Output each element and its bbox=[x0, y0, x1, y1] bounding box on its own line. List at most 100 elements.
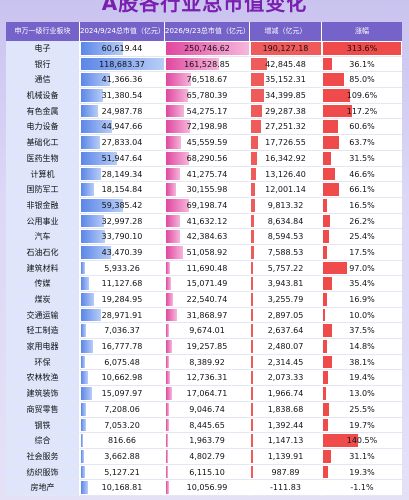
table-cell: 汽车 bbox=[6, 229, 80, 245]
table-cell: 25.5% bbox=[322, 401, 402, 418]
table-cell: 27,251.32 bbox=[250, 119, 322, 136]
cell-text: 8,389.92 bbox=[189, 357, 225, 367]
cell-bar bbox=[81, 277, 89, 290]
table-cell: 63.7% bbox=[322, 135, 402, 151]
cell-text: 16,777.78 bbox=[101, 342, 143, 352]
table-cell: 46.6% bbox=[322, 166, 402, 183]
cell-text: 交通运输 bbox=[26, 310, 59, 320]
cell-text: 家用电器 bbox=[26, 342, 59, 352]
table-row: 有色金属 24,987.78 54,275.17 29,287.38 117.2% bbox=[6, 103, 402, 120]
cell-bar bbox=[251, 104, 262, 118]
table-cell: 45,559.59 bbox=[165, 135, 250, 151]
cell-text: 3,255.79 bbox=[267, 295, 304, 304]
cell-text: 11,690.48 bbox=[186, 263, 228, 273]
cell-text: 97.0% bbox=[349, 263, 375, 273]
cell-text: 19,284.95 bbox=[101, 295, 143, 304]
cell-bar bbox=[323, 449, 331, 463]
cell-bar bbox=[251, 340, 253, 353]
table-cell: 22,540.74 bbox=[165, 292, 250, 308]
table-cell: 6,115.10 bbox=[165, 464, 250, 481]
table-cell: 轻工制造 bbox=[6, 323, 80, 340]
table-cell: 54,275.17 bbox=[165, 103, 250, 120]
cell-bar bbox=[251, 167, 256, 181]
cell-bar bbox=[81, 73, 110, 87]
table-cell: 13.0% bbox=[322, 386, 402, 402]
table-cell: 72,198.98 bbox=[165, 119, 250, 136]
header-cell: 涨幅 bbox=[355, 27, 369, 35]
cell-text: 房地产 bbox=[30, 483, 55, 493]
cell-text: 1,392.44 bbox=[267, 420, 304, 430]
table-cell: 7,053.20 bbox=[80, 417, 165, 434]
table-cell: 非银金融 bbox=[6, 197, 80, 214]
cell-bar bbox=[166, 277, 171, 290]
cell-bar bbox=[81, 418, 86, 432]
cell-text: 电力设备 bbox=[26, 122, 59, 132]
table-cell: 6,075.48 bbox=[80, 354, 165, 371]
cell-text: 59,385.42 bbox=[101, 200, 143, 210]
table-cell: 2,480.07 bbox=[250, 339, 322, 355]
table-cell: 43,470.39 bbox=[80, 244, 165, 261]
table-cell: 9,813.32 bbox=[250, 197, 322, 214]
table-cell: 9,046.74 bbox=[165, 401, 250, 418]
cell-text: 公用事业 bbox=[26, 216, 59, 226]
cell-bar bbox=[323, 230, 330, 243]
cell-bar bbox=[323, 387, 327, 400]
cell-text: 19.4% bbox=[349, 373, 375, 383]
cell-text: 45,559.59 bbox=[186, 138, 228, 148]
header-row: 申万一级行业板块 2024/9/24总市值（亿元） 2026/9/23总市值（亿元）… bbox=[6, 22, 402, 41]
cell-bar bbox=[251, 214, 255, 228]
cell-text: 28,149.34 bbox=[101, 169, 143, 179]
table-cell: 基础化工 bbox=[6, 135, 80, 151]
cell-bar bbox=[166, 449, 168, 463]
table-cell: 17,726.55 bbox=[250, 135, 322, 151]
table-cell: 电子 bbox=[6, 41, 80, 57]
table-cell: 12,736.31 bbox=[165, 370, 250, 387]
table-cell: 16,777.78 bbox=[80, 339, 165, 355]
cell-text: 7,036.37 bbox=[104, 326, 140, 336]
cell-bar bbox=[166, 89, 188, 102]
cell-text: 轻工制造 bbox=[26, 326, 59, 336]
cell-bar bbox=[323, 120, 339, 134]
table-cell: 65,780.39 bbox=[165, 88, 250, 104]
cell-bar bbox=[166, 245, 183, 259]
cell-bar bbox=[166, 183, 176, 196]
cell-text: 国防军工 bbox=[26, 185, 59, 195]
cell-text: 63.7% bbox=[349, 138, 375, 148]
table-cell: 2,314.45 bbox=[250, 354, 322, 371]
table-cell: 2,073.33 bbox=[250, 370, 322, 387]
table-cell: 31,380.54 bbox=[80, 88, 165, 104]
cell-text: 36.1% bbox=[349, 59, 375, 69]
cell-bar bbox=[323, 434, 358, 447]
table-row: 通信 41,366.36 76,518.67 35,152.31 85.0% bbox=[6, 72, 402, 89]
cell-text: 传媒 bbox=[34, 279, 51, 289]
table-cell: 7,588.53 bbox=[250, 244, 322, 261]
table-cell: 8,389.92 bbox=[165, 354, 250, 371]
cell-text: 5,757.22 bbox=[267, 263, 304, 273]
cell-text: 42,845.48 bbox=[265, 59, 306, 69]
table-cell: 29,287.38 bbox=[250, 103, 322, 120]
cell-text: 19.7% bbox=[349, 420, 375, 430]
cell-text: 16,342.92 bbox=[265, 153, 306, 163]
cell-text: 综合 bbox=[34, 436, 51, 446]
cell-text: 27,251.32 bbox=[265, 122, 306, 132]
cell-text: 9,813.32 bbox=[267, 200, 304, 210]
header-cell: 申万一级行业板块 bbox=[6, 22, 80, 41]
table-cell: 1,139.91 bbox=[250, 448, 322, 465]
cell-bar bbox=[251, 183, 256, 196]
cell-bar bbox=[166, 371, 171, 385]
cell-bar bbox=[81, 371, 89, 385]
table-cell: 5,757.22 bbox=[250, 260, 322, 277]
table-cell: 28,149.34 bbox=[80, 166, 165, 183]
cell-text: 3,662.88 bbox=[104, 451, 140, 461]
cell-bar bbox=[81, 340, 93, 353]
cell-bar bbox=[323, 245, 328, 259]
table-cell: 250,746.62 bbox=[165, 41, 250, 57]
cell-text: 1,963.79 bbox=[189, 436, 225, 446]
cell-bar bbox=[323, 340, 327, 353]
table-cell: 44,947.66 bbox=[80, 119, 165, 136]
table-row: 国防军工 18,154.84 30,155.98 12,001.14 66.1% bbox=[6, 182, 402, 198]
table-cell: 34,399.85 bbox=[250, 88, 322, 104]
table: 申万一级行业板块 2024/9/24总市值（亿元） 2026/9/23总市值（亿元）… bbox=[6, 22, 402, 496]
cell-bar bbox=[323, 402, 330, 416]
cell-bar bbox=[81, 387, 92, 400]
